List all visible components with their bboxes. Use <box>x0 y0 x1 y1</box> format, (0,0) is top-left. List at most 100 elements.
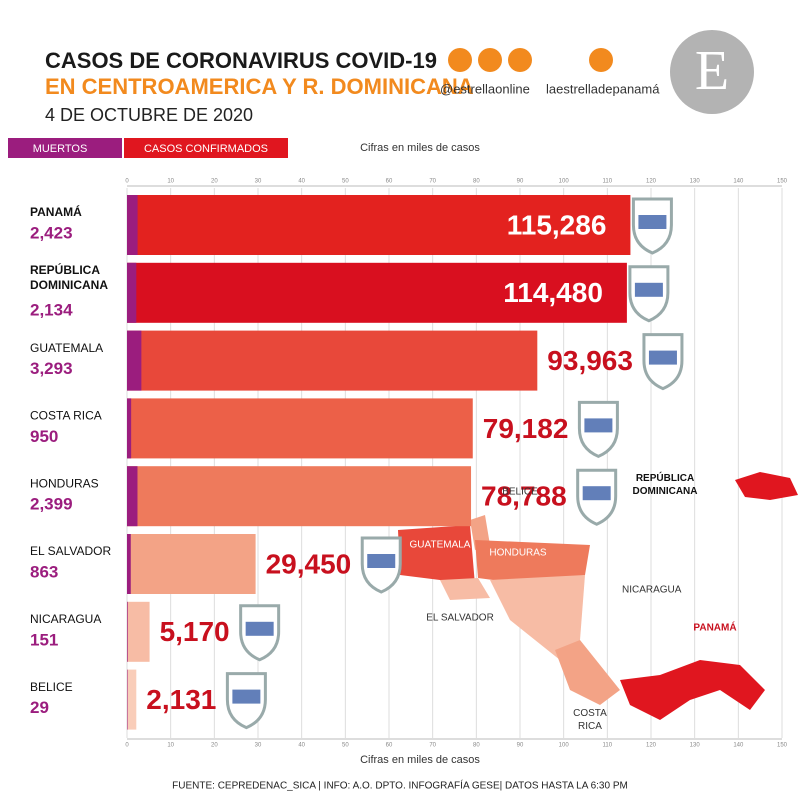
facebook-icon[interactable] <box>448 48 472 72</box>
x-tick-label: 50 <box>342 743 349 749</box>
x-tick-label: 130 <box>690 179 701 185</box>
map-label: NICARAGUA <box>622 585 682 596</box>
death-label: 151 <box>30 630 58 649</box>
map-label: HONDURAS <box>489 548 547 559</box>
social-handle: @estrellaonline <box>440 81 530 96</box>
category-label: COSTA RICA <box>30 409 102 423</box>
map-label: EL SALVADOR <box>426 613 494 624</box>
x-tick-label: 150 <box>777 743 788 749</box>
logo: E <box>695 40 729 102</box>
bar <box>127 398 132 459</box>
bar <box>127 466 472 527</box>
x-tick-label: 110 <box>603 743 613 749</box>
map-label: REPÚBLICA DOMINICANA <box>633 471 698 497</box>
legend-swatch <box>8 138 122 158</box>
x-tick-label: 40 <box>298 179 305 185</box>
x-tick-label: 20 <box>211 179 218 185</box>
category-label: NICARAGUA <box>30 612 101 626</box>
map-guatemala <box>398 525 475 585</box>
map-honduras <box>475 540 590 585</box>
axis-label: Cifras en miles de casos <box>360 142 480 154</box>
flag-band <box>634 282 663 297</box>
value-label: 79,182 <box>483 413 569 444</box>
death-label: 863 <box>30 562 58 581</box>
map-label: GUATEMALA <box>410 540 471 551</box>
death-label: 29 <box>30 698 49 717</box>
bar <box>127 330 538 391</box>
x-tick-label: 50 <box>342 179 349 185</box>
value-label: 93,963 <box>547 345 633 376</box>
death-label: 2,423 <box>30 223 73 242</box>
youtube-icon[interactable] <box>589 48 613 72</box>
bar <box>127 262 137 323</box>
category-label: REPÚBLICA DOMINICANA <box>30 262 108 292</box>
x-tick-label: 0 <box>125 743 129 749</box>
bar <box>127 398 473 459</box>
social-icons <box>448 48 613 72</box>
bar <box>127 601 128 662</box>
x-tick-label: 110 <box>603 179 613 185</box>
social-handle: laestrelladepanamá <box>546 81 660 96</box>
x-tick-label: 70 <box>429 179 436 185</box>
death-label: 2,134 <box>30 300 73 319</box>
x-tick-label: 0 <box>125 179 129 185</box>
map-el-salvador <box>440 578 490 600</box>
x-tick-label: 10 <box>167 179 174 185</box>
value-label: 114,480 <box>503 277 603 308</box>
bar <box>127 534 131 594</box>
bar <box>127 195 138 255</box>
value-label: 115,286 <box>507 209 607 240</box>
flag-band <box>232 689 261 704</box>
legend-label: MUERTOS <box>33 143 88 155</box>
map-label: PANAMÁ <box>693 621 736 634</box>
value-label: 29,450 <box>266 548 352 579</box>
map-label: BELICE <box>502 487 538 498</box>
chart-title: CASOS DE CORONAVIRUS COVID-19 <box>45 48 437 73</box>
flag-band <box>648 350 677 365</box>
footer: FUENTE: CEPREDENAC_SICA | INFO: A.O. DPT… <box>172 779 628 792</box>
x-tick-label: 40 <box>298 743 305 749</box>
bar <box>127 195 631 255</box>
bar <box>127 330 142 391</box>
chart-subtitle: EN CENTROAMERICA Y R. DOMINICANA <box>45 74 474 99</box>
map-nicaragua <box>490 575 585 660</box>
bar <box>127 669 137 730</box>
category-label: GUATEMALA <box>30 341 103 355</box>
death-label: 950 <box>30 427 58 446</box>
bar <box>127 466 138 527</box>
bar <box>127 262 627 323</box>
x-tick-label: 150 <box>777 179 788 185</box>
flag-band <box>367 554 396 568</box>
x-tick-label: 140 <box>733 743 744 749</box>
x-tick-label: 60 <box>386 179 393 185</box>
x-tick-label: 70 <box>429 743 436 749</box>
flag-band <box>245 621 274 636</box>
x-tick-label: 60 <box>386 743 393 749</box>
death-label: 2,399 <box>30 495 73 514</box>
instagram-icon[interactable] <box>478 48 502 72</box>
x-tick-label: 30 <box>255 179 262 185</box>
x-tick-label: 30 <box>255 743 262 749</box>
map <box>398 472 798 720</box>
x-tick-label: 90 <box>517 179 524 185</box>
flag-band <box>638 215 667 229</box>
flag-band <box>584 418 613 433</box>
bar <box>127 601 150 662</box>
category-label: EL SALVADOR <box>30 544 111 558</box>
date: 4 DE OCTUBRE DE 2020 <box>45 105 253 125</box>
bar <box>127 669 128 730</box>
category-label: PANAMÁ <box>30 204 82 219</box>
category-label: HONDURAS <box>30 476 99 490</box>
value-label: 78,788 <box>481 481 567 512</box>
x-tick-label: 90 <box>517 743 524 749</box>
logo-circle <box>670 30 754 114</box>
flag-band <box>582 486 611 501</box>
x-tick-label: 130 <box>690 743 701 749</box>
x-tick-label: 120 <box>646 743 657 749</box>
death-label: 3,293 <box>30 359 73 378</box>
map-dominican-republic <box>735 472 798 500</box>
bar <box>127 534 256 594</box>
x-tick-label: 100 <box>559 179 570 185</box>
twitter-icon[interactable] <box>508 48 532 72</box>
